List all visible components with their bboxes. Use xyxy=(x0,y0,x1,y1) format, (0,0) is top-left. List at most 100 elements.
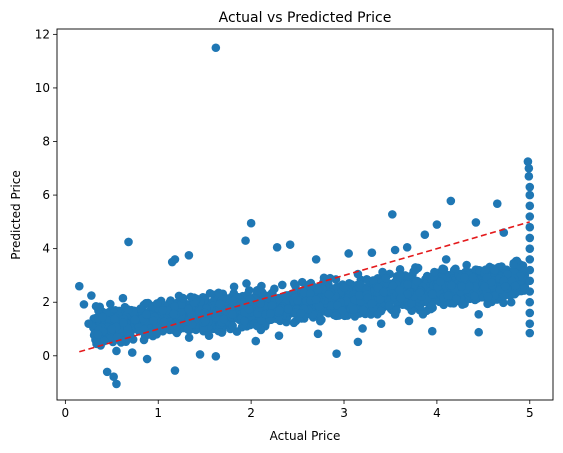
scatter-point xyxy=(251,336,261,346)
scatter-point xyxy=(420,230,430,240)
scatter-point xyxy=(214,288,223,298)
scatter-point xyxy=(87,291,96,300)
scatter-point xyxy=(492,199,502,208)
scatter-point xyxy=(242,279,251,288)
scatter-point xyxy=(525,297,535,307)
x-axis-label: Actual Price xyxy=(270,429,341,443)
scatter-point xyxy=(525,287,535,296)
scatter-point xyxy=(439,264,449,274)
scatter-point xyxy=(184,333,194,342)
scatter-point xyxy=(471,218,481,227)
x-tick-label: 1 xyxy=(154,406,162,420)
scatter-point xyxy=(267,301,277,310)
scatter-point xyxy=(525,276,535,286)
plot-frame xyxy=(56,28,554,401)
scatter-point xyxy=(396,293,406,303)
scatter-point xyxy=(457,282,467,291)
scatter-point xyxy=(525,190,535,200)
scatter-point xyxy=(446,196,456,206)
scatter-point xyxy=(510,281,520,291)
scatter-point xyxy=(481,265,490,274)
scatter-point xyxy=(349,305,358,314)
scatter-point xyxy=(367,248,377,257)
scatter-point xyxy=(142,354,152,364)
scatter-point xyxy=(139,335,149,345)
scatter-point xyxy=(412,276,421,286)
scatter-point xyxy=(525,182,535,192)
x-tick-label: 3 xyxy=(340,406,348,420)
scatter-point xyxy=(418,309,428,319)
scatter-point xyxy=(427,289,437,299)
scatter-point xyxy=(112,379,121,389)
scatter-point xyxy=(244,305,254,314)
scatter-point xyxy=(409,267,418,276)
scatter-point xyxy=(127,348,137,357)
scatter-point xyxy=(460,273,470,282)
scatter-point xyxy=(403,289,412,299)
scatter-point xyxy=(219,314,229,324)
scatter-point xyxy=(525,244,535,253)
scatter-point xyxy=(317,315,326,325)
scatter-point xyxy=(490,265,499,275)
scatter-point xyxy=(443,291,453,301)
scatter-point xyxy=(404,316,414,326)
scatter-point xyxy=(107,324,117,334)
scatter-point xyxy=(469,291,479,301)
scatter-point xyxy=(447,281,456,291)
scatter-point xyxy=(93,337,102,347)
scatter-point xyxy=(344,249,353,258)
scatter-point xyxy=(483,292,493,302)
x-axis: 0 1 2 3 4 5 xyxy=(62,400,534,420)
scatter-point xyxy=(170,302,179,311)
scatter-point xyxy=(525,255,535,264)
scatter-point xyxy=(149,316,158,326)
scatter-point xyxy=(490,291,499,301)
scatter-point xyxy=(91,301,101,311)
scatter-point xyxy=(314,301,324,311)
scatter-point xyxy=(332,349,341,358)
scatter-point xyxy=(452,294,461,303)
scatter-point xyxy=(359,305,368,315)
scatter-point xyxy=(167,257,177,267)
scatter-point xyxy=(350,312,360,321)
scatter-point xyxy=(169,309,178,319)
scatter-point xyxy=(257,316,266,325)
scatter-point xyxy=(376,319,386,328)
scatter-point xyxy=(195,350,205,359)
scatter-point xyxy=(215,299,225,309)
scatter-point xyxy=(311,295,321,304)
scatter-point xyxy=(390,245,400,255)
scatter-point xyxy=(500,282,510,291)
scatter-point xyxy=(187,320,197,329)
scatter-point xyxy=(178,293,188,303)
scatter-point xyxy=(106,299,115,309)
scatter-point xyxy=(79,300,89,309)
scatter-point xyxy=(483,299,492,309)
scatter-point xyxy=(240,316,249,326)
scatter-point xyxy=(339,283,349,292)
y-tick-label: 10 xyxy=(35,81,50,95)
scatter-point xyxy=(172,322,182,331)
scatter-points xyxy=(74,43,535,389)
scatter-point xyxy=(136,304,145,313)
scatter-point xyxy=(272,243,282,252)
scatter-point xyxy=(313,285,323,294)
scatter-point xyxy=(118,293,128,303)
scatter-point xyxy=(368,276,378,285)
y-tick-label: 0 xyxy=(42,349,50,363)
scatter-point xyxy=(305,289,315,299)
scatter-point xyxy=(525,308,535,318)
scatter-point xyxy=(110,314,119,324)
scatter-point xyxy=(176,300,186,309)
scatter-point xyxy=(525,201,535,211)
scatter-point xyxy=(525,222,535,232)
scatter-point xyxy=(388,210,397,219)
scatter-point xyxy=(392,306,401,315)
scatter-point xyxy=(158,305,168,315)
scatter-point xyxy=(277,280,287,290)
scatter-point xyxy=(200,316,210,326)
scatter-point xyxy=(468,273,478,283)
scatter-point xyxy=(324,308,333,318)
scatter-point xyxy=(109,372,118,382)
